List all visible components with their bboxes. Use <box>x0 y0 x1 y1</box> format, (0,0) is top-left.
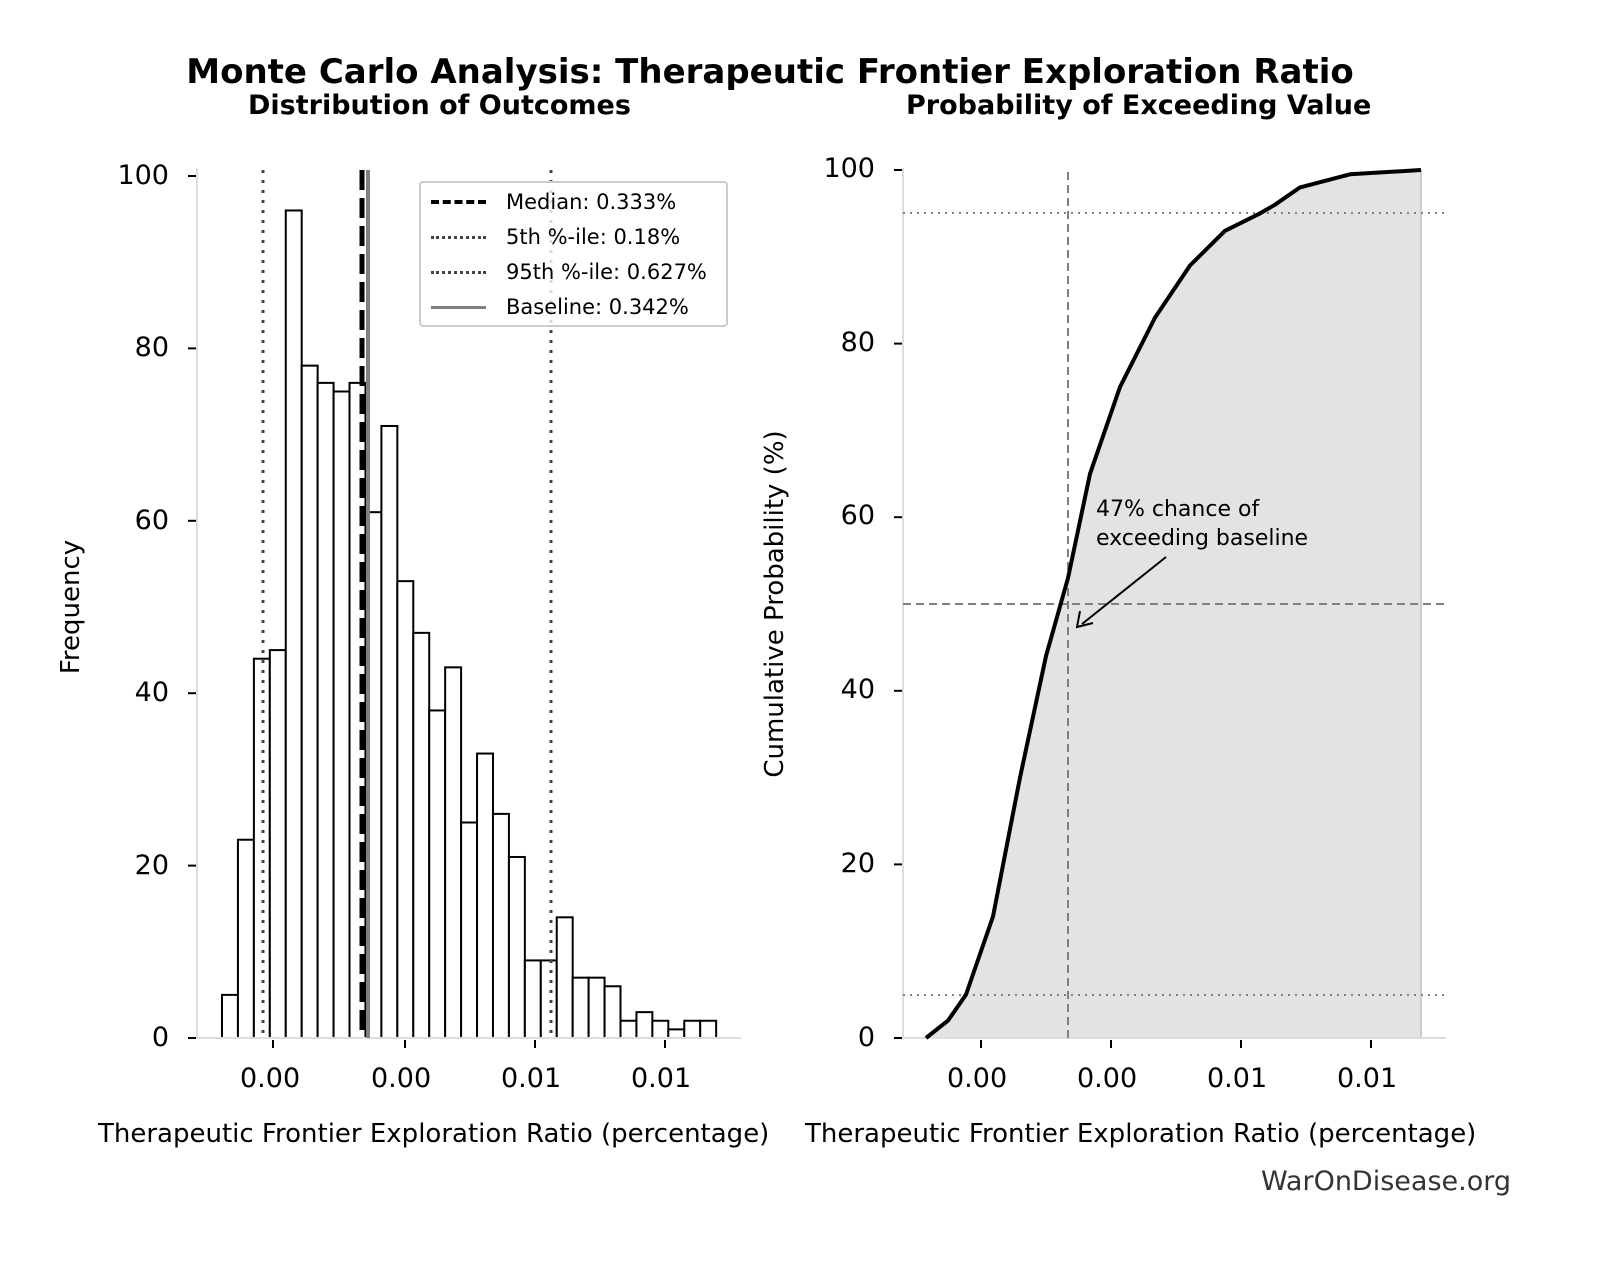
right-x-ticks <box>980 1040 1372 1048</box>
left-xtick-4: 0.01 <box>631 1063 692 1094</box>
right-xtick-4: 0.01 <box>1337 1063 1398 1094</box>
left-ytick-0: 0 <box>151 1022 169 1053</box>
legend: Median: 0.333% 5th %-ile: 0.18% 95th %-i… <box>419 181 728 327</box>
left-x-axis-label: Therapeutic Frontier Exploration Ratio (… <box>98 1119 770 1149</box>
left-subtitle: Distribution of Outcomes <box>248 90 631 121</box>
histogram-bars <box>221 209 718 1040</box>
arrow-head-icon <box>1075 610 1094 629</box>
chart-title: Monte Carlo Analysis: Therapeutic Fronti… <box>186 52 1354 92</box>
legend-p5-label: 5th %-ile: 0.18% <box>506 225 681 249</box>
left-ytick-80: 80 <box>134 332 169 363</box>
left-y-ticks <box>188 175 196 1039</box>
left-xtick-1: 0.00 <box>240 1063 301 1094</box>
histogram-bar <box>555 916 574 1040</box>
right-y-ticks <box>894 169 902 1039</box>
left-xtick-2: 0.00 <box>371 1063 432 1094</box>
histogram-bar <box>460 821 479 1039</box>
annotation-arrow <box>1081 556 1167 625</box>
histogram-bar <box>587 976 606 1039</box>
right-ytick-60: 60 <box>840 500 875 531</box>
histogram-bar <box>507 855 526 1039</box>
left-x-ticks <box>272 1040 666 1048</box>
histogram-bar <box>667 1028 686 1040</box>
histogram-bar <box>444 666 463 1040</box>
left-ytick-100: 100 <box>117 160 169 191</box>
right-y-axis-label: Cumulative Probability (%) <box>760 430 790 778</box>
baseline-annotation: 47% chance of exceeding baseline <box>1096 495 1308 553</box>
footer-watermark: WarOnDisease.org <box>1260 1166 1511 1197</box>
right-xtick-3: 0.01 <box>1207 1063 1268 1094</box>
histogram-bar <box>268 649 287 1039</box>
cdf-fill-area <box>926 170 1421 1038</box>
histogram-bar <box>412 631 431 1039</box>
legend-median-label: Median: 0.333% <box>506 190 677 214</box>
right-ytick-100: 100 <box>823 153 875 184</box>
dotted-line-icon <box>431 270 486 274</box>
right-xtick-2: 0.00 <box>1077 1063 1138 1094</box>
histogram-bar <box>221 993 239 1040</box>
histogram-bar <box>523 959 542 1039</box>
histogram-bar <box>603 985 622 1040</box>
histogram-bar <box>236 838 255 1039</box>
histogram-bar <box>396 580 415 1039</box>
histogram-bar <box>619 1019 638 1040</box>
histogram-bar <box>476 752 494 1039</box>
histogram-bar <box>699 1019 718 1040</box>
left-ytick-40: 40 <box>134 677 169 708</box>
legend-p95: 95th %-ile: 0.627% <box>431 257 707 287</box>
histogram-bar <box>380 424 399 1040</box>
left-ytick-20: 20 <box>134 850 169 881</box>
annotation-line-1: 47% chance of <box>1096 497 1260 522</box>
annotation-line-2: exceeding baseline <box>1096 526 1309 551</box>
histogram-bar <box>571 976 590 1039</box>
legend-median: Median: 0.333% <box>431 187 676 217</box>
histogram-bar <box>635 1011 654 1040</box>
histogram-bar <box>651 1019 670 1040</box>
solid-line-icon <box>431 305 486 309</box>
histogram-bar <box>284 209 303 1040</box>
histogram-bar <box>539 959 558 1039</box>
left-xtick-3: 0.01 <box>501 1063 562 1094</box>
histogram-bar <box>491 812 510 1039</box>
histogram-bar <box>332 390 351 1039</box>
right-xtick-1: 0.00 <box>947 1063 1008 1094</box>
legend-baseline: Baseline: 0.342% <box>431 292 689 322</box>
right-subtitle: Probability of Exceeding Value <box>906 90 1372 121</box>
histogram-bar <box>683 1019 702 1040</box>
right-ytick-0: 0 <box>857 1022 875 1053</box>
right-ytick-40: 40 <box>840 674 875 705</box>
histogram-bar <box>300 364 319 1039</box>
dotted-line-icon <box>431 235 486 239</box>
left-y-axis-label: Frequency <box>56 539 86 675</box>
histogram-bar <box>428 709 447 1039</box>
legend-baseline-label: Baseline: 0.342% <box>506 295 689 319</box>
legend-p95-label: 95th %-ile: 0.627% <box>506 260 707 284</box>
right-ytick-20: 20 <box>840 848 875 879</box>
right-x-axis-label: Therapeutic Frontier Exploration Ratio (… <box>805 1119 1477 1149</box>
cdf-curve <box>924 168 1422 1040</box>
left-ytick-60: 60 <box>134 505 169 536</box>
right-ytick-80: 80 <box>840 327 875 358</box>
histogram-bar <box>316 381 335 1039</box>
dashed-line-icon <box>431 200 486 204</box>
legend-p5: 5th %-ile: 0.18% <box>431 222 680 252</box>
